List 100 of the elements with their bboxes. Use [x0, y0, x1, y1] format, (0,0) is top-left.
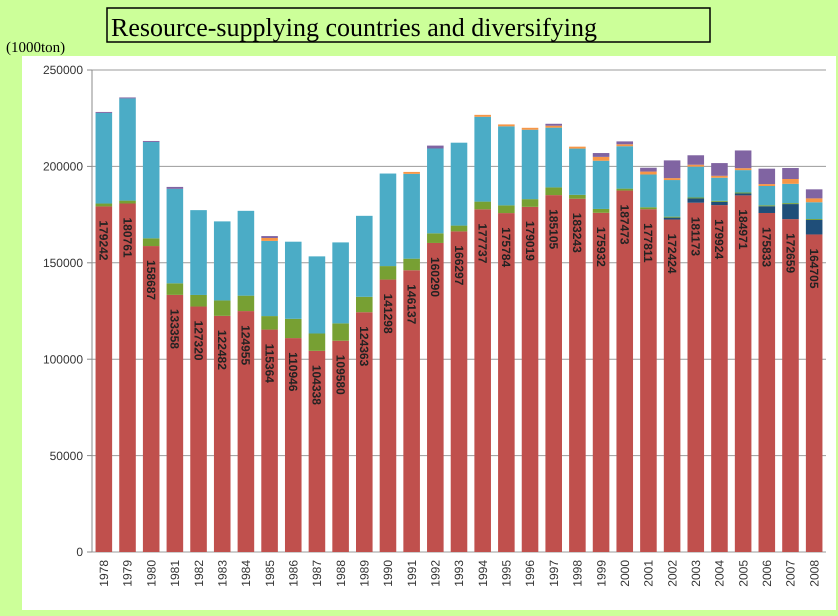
x-tick-label: 1988 [334, 560, 348, 587]
bar [190, 294, 207, 307]
bar [711, 202, 728, 206]
bar [806, 198, 822, 202]
data-label: 124955 [238, 325, 253, 366]
data-label: 179924 [712, 219, 726, 260]
bar [238, 296, 254, 312]
bar [758, 168, 776, 184]
bar [592, 156, 610, 161]
bar [190, 306, 207, 552]
bar [166, 188, 184, 284]
bar [166, 283, 184, 295]
bar [119, 98, 136, 201]
x-tick-label: 1989 [357, 560, 372, 587]
data-label: 104338 [310, 364, 324, 406]
bar [474, 116, 491, 202]
bar [356, 296, 373, 312]
data-label: 177737 [475, 223, 490, 264]
bar [640, 172, 657, 174]
bar [96, 112, 112, 204]
bar [664, 180, 680, 217]
x-tick-label: 1979 [120, 560, 135, 587]
x-tick-label: 2004 [712, 560, 727, 587]
x-tick-label: 1998 [570, 560, 585, 587]
bar [498, 205, 515, 214]
bar [332, 323, 349, 341]
bar [734, 195, 752, 552]
bar [522, 199, 538, 207]
bar [403, 270, 420, 552]
bar [734, 150, 752, 168]
bar [332, 340, 349, 552]
data-label: 164705 [806, 248, 821, 289]
x-tick-label: 2005 [736, 560, 750, 587]
bar [616, 141, 634, 144]
data-label: 127320 [191, 320, 206, 361]
bar [522, 206, 538, 552]
bar [474, 209, 491, 552]
bar [711, 205, 728, 552]
bar [498, 126, 515, 206]
bar [711, 163, 728, 176]
bar [190, 210, 207, 295]
bar [166, 294, 184, 552]
bar [356, 312, 373, 552]
bar [592, 212, 610, 552]
bar [569, 198, 586, 552]
bar [238, 311, 254, 552]
bar [119, 203, 136, 552]
data-label: 187473 [618, 204, 632, 245]
data-label: 183243 [570, 212, 584, 254]
bar [640, 174, 657, 208]
x-tick-label: 1980 [144, 560, 158, 587]
bar [380, 266, 396, 280]
y-tick-label: 150000 [42, 256, 84, 270]
bar [782, 219, 799, 552]
x-tick-label: 1994 [476, 560, 490, 587]
bar [356, 216, 373, 297]
data-label: 124363 [357, 326, 372, 367]
bar [758, 186, 776, 206]
bar [545, 195, 562, 552]
bar [332, 242, 349, 324]
bar [96, 206, 112, 552]
bar [687, 202, 704, 552]
data-label: 179242 [96, 220, 111, 261]
data-label: 115364 [262, 344, 276, 384]
bar [403, 174, 420, 259]
bar [450, 226, 468, 232]
x-tick-label: 1997 [546, 560, 561, 587]
y-tick-label: 200000 [42, 160, 84, 174]
bar [640, 168, 657, 172]
data-label: 141298 [380, 294, 395, 334]
bar [782, 204, 799, 220]
x-tick-label: 1991 [404, 560, 419, 587]
bar [427, 242, 444, 552]
y-tick-label: 50000 [50, 448, 84, 463]
bar [380, 174, 396, 266]
bar [261, 238, 278, 241]
x-tick-label: 1986 [286, 560, 300, 587]
bar [380, 280, 396, 552]
bar [308, 256, 326, 334]
bar [261, 316, 278, 330]
x-tick-label: 1996 [523, 560, 538, 587]
bar [782, 168, 799, 180]
x-tick-label: 2002 [665, 560, 680, 587]
bar [308, 333, 326, 351]
bar [545, 128, 562, 188]
data-label: 185105 [546, 209, 561, 250]
bar [592, 160, 610, 209]
bar [545, 187, 562, 196]
x-tick-label: 2000 [618, 560, 632, 587]
data-label: 181173 [688, 216, 703, 256]
x-tick-label: 1995 [500, 560, 514, 587]
bar [806, 189, 822, 198]
bar [782, 179, 799, 184]
bar [734, 170, 752, 192]
bar [308, 350, 326, 552]
x-tick-label: 1990 [381, 560, 396, 587]
data-label: 172424 [664, 234, 679, 274]
x-tick-label: 2001 [642, 560, 656, 587]
bar [640, 209, 657, 552]
bar [806, 220, 822, 234]
